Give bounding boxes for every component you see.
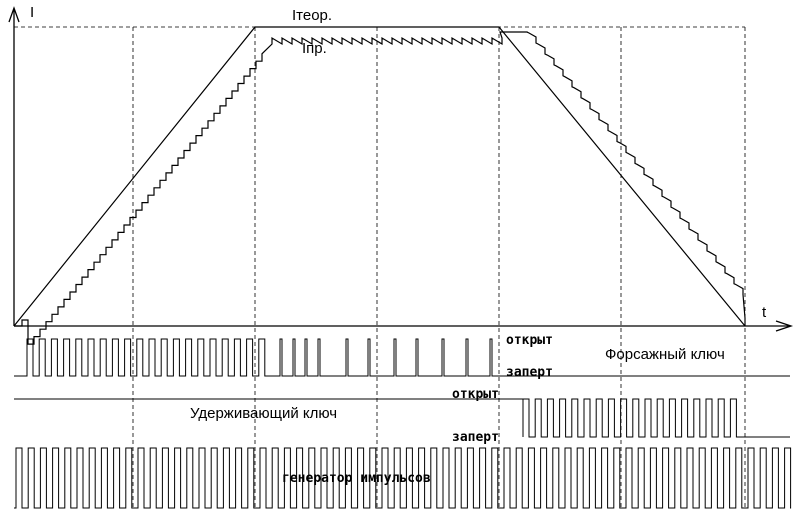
y-axis-label: I bbox=[30, 4, 34, 21]
forcing-open-label: открыт bbox=[506, 333, 553, 348]
theoretical-current-label: Iтеор. bbox=[292, 7, 332, 24]
forcing-closed-label: заперт bbox=[506, 365, 553, 380]
practical-current-line bbox=[14, 31, 746, 345]
axes bbox=[8, 6, 794, 332]
holding-open-label: открыт bbox=[452, 387, 499, 402]
dashed-grid bbox=[14, 26, 746, 508]
holding-closed-label: заперт bbox=[452, 430, 499, 445]
holding-key-pulse-train bbox=[14, 398, 790, 438]
forcing-key-label: Форсажный ключ bbox=[605, 346, 725, 363]
x-axis-label: t bbox=[762, 304, 767, 321]
forcing-key-pulse-train bbox=[14, 338, 790, 377]
y-axis-arrow bbox=[8, 6, 20, 23]
pulse-generator-train bbox=[14, 447, 792, 509]
pulse-generator-label: генератор импульсов bbox=[282, 471, 431, 486]
holding-key-label: Удерживающий ключ bbox=[190, 405, 337, 422]
theoretical-current-line bbox=[13, 26, 746, 327]
practical-current-label: Iпр. bbox=[302, 40, 327, 57]
x-axis-arrow bbox=[775, 320, 794, 332]
